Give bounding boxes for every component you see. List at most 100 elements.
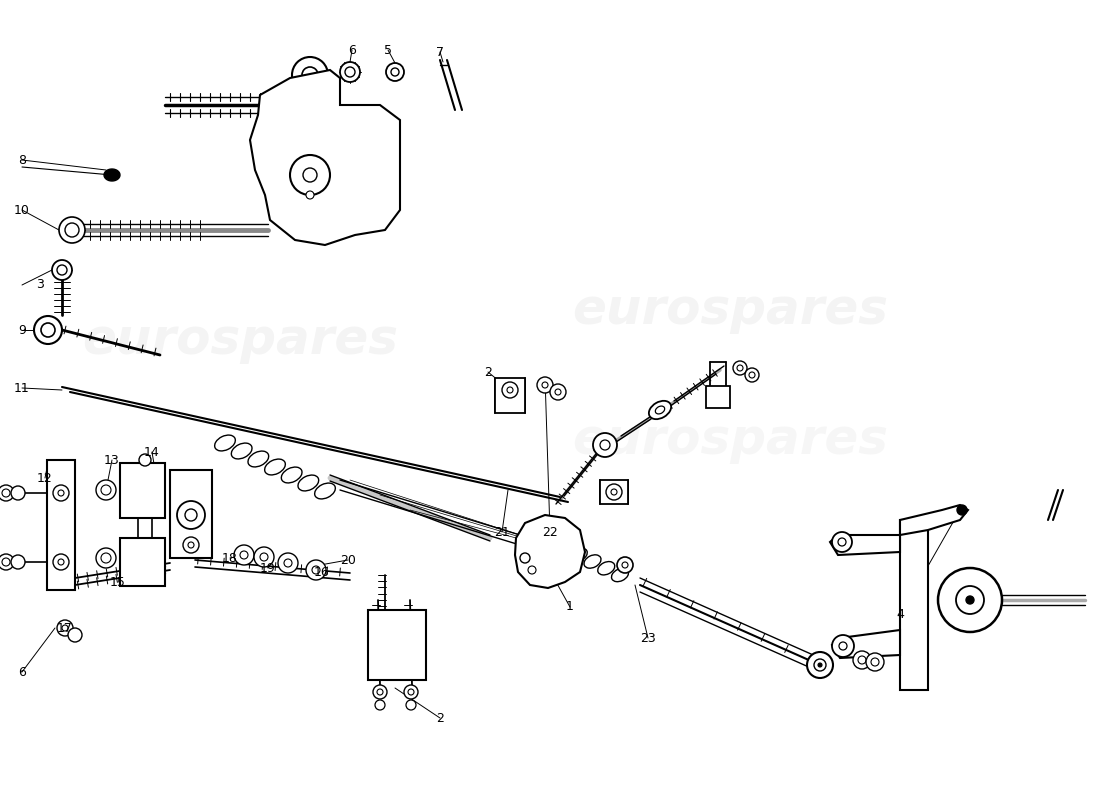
Text: 6: 6	[18, 666, 26, 678]
Circle shape	[177, 501, 205, 529]
Text: 17: 17	[57, 622, 73, 634]
Circle shape	[502, 382, 518, 398]
Circle shape	[278, 553, 298, 573]
Circle shape	[956, 586, 984, 614]
Text: 21: 21	[494, 526, 510, 538]
Text: 2: 2	[436, 711, 444, 725]
Circle shape	[306, 560, 326, 580]
Circle shape	[53, 485, 69, 501]
Circle shape	[832, 635, 854, 657]
Ellipse shape	[649, 401, 671, 419]
Ellipse shape	[265, 459, 285, 475]
Bar	[706, 386, 730, 408]
Ellipse shape	[248, 451, 268, 467]
Circle shape	[550, 384, 566, 400]
Circle shape	[404, 685, 418, 699]
Text: 20: 20	[340, 554, 356, 566]
Circle shape	[375, 700, 385, 710]
Circle shape	[68, 628, 82, 642]
Bar	[900, 520, 928, 690]
Text: 22: 22	[542, 526, 558, 538]
Circle shape	[59, 217, 85, 243]
Text: 5: 5	[384, 43, 392, 57]
Ellipse shape	[597, 562, 615, 575]
Circle shape	[520, 553, 530, 563]
Circle shape	[52, 260, 72, 280]
Ellipse shape	[214, 435, 235, 451]
Ellipse shape	[231, 443, 252, 459]
Ellipse shape	[570, 548, 587, 562]
Circle shape	[139, 454, 151, 466]
Circle shape	[183, 537, 199, 553]
Circle shape	[606, 484, 621, 500]
Text: 14: 14	[144, 446, 159, 458]
Circle shape	[373, 685, 387, 699]
Bar	[47, 460, 75, 590]
Text: 8: 8	[18, 154, 26, 166]
Bar	[170, 470, 212, 558]
Text: 16: 16	[315, 566, 330, 578]
Circle shape	[11, 486, 25, 500]
Text: 1: 1	[566, 601, 574, 614]
Circle shape	[41, 323, 55, 337]
Circle shape	[0, 485, 14, 501]
Circle shape	[386, 63, 404, 81]
Text: 23: 23	[640, 631, 656, 645]
Polygon shape	[900, 505, 968, 535]
Circle shape	[234, 545, 254, 565]
Text: 15: 15	[110, 575, 125, 589]
Ellipse shape	[557, 542, 573, 554]
Polygon shape	[104, 169, 120, 181]
Circle shape	[938, 568, 1002, 632]
Circle shape	[866, 653, 884, 671]
Text: 10: 10	[14, 203, 30, 217]
Text: 7: 7	[436, 46, 444, 58]
Circle shape	[832, 532, 852, 552]
Circle shape	[745, 368, 759, 382]
Circle shape	[537, 377, 553, 393]
Circle shape	[53, 554, 69, 570]
Bar	[495, 378, 525, 413]
Circle shape	[818, 663, 822, 667]
Circle shape	[65, 223, 79, 237]
Text: 12: 12	[37, 471, 53, 485]
Circle shape	[957, 505, 967, 515]
Circle shape	[254, 547, 274, 567]
Bar	[600, 480, 628, 504]
Circle shape	[966, 596, 974, 604]
Text: eurospares: eurospares	[572, 416, 888, 464]
Circle shape	[11, 555, 25, 569]
Text: eurospares: eurospares	[572, 286, 888, 334]
Circle shape	[340, 62, 360, 82]
Polygon shape	[832, 630, 900, 658]
Text: eurospares: eurospares	[82, 316, 398, 364]
Circle shape	[0, 554, 14, 570]
Circle shape	[302, 67, 318, 83]
Polygon shape	[515, 515, 585, 588]
Text: 3: 3	[36, 278, 44, 291]
Circle shape	[57, 620, 73, 636]
Ellipse shape	[282, 467, 303, 483]
Text: 6: 6	[348, 43, 356, 57]
Bar	[120, 538, 165, 586]
Circle shape	[290, 155, 330, 195]
Circle shape	[96, 548, 115, 568]
Circle shape	[406, 700, 416, 710]
Circle shape	[96, 480, 115, 500]
Circle shape	[852, 651, 871, 669]
Circle shape	[593, 433, 617, 457]
Bar	[120, 463, 165, 518]
Circle shape	[807, 652, 833, 678]
Circle shape	[306, 191, 313, 199]
Text: 19: 19	[260, 562, 276, 574]
Text: 13: 13	[104, 454, 120, 466]
Ellipse shape	[612, 568, 628, 582]
Text: 9: 9	[18, 323, 26, 337]
Text: 18: 18	[222, 551, 238, 565]
Text: 2: 2	[484, 366, 492, 378]
Bar	[368, 610, 426, 680]
Text: 11: 11	[14, 382, 30, 394]
Circle shape	[617, 557, 632, 573]
Circle shape	[292, 57, 328, 93]
Ellipse shape	[298, 475, 319, 491]
